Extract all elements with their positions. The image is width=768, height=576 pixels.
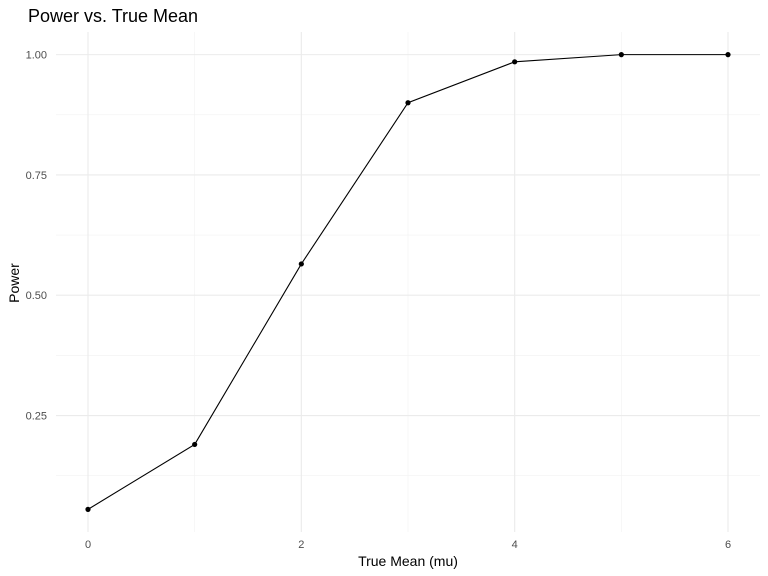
chart-title: Power vs. True Mean [28, 6, 198, 26]
x-axis-ticks: 0 2 4 6 [85, 539, 731, 551]
y-tick-label: 1.00 [26, 50, 47, 62]
data-point [85, 506, 91, 512]
y-axis-ticks: 0.25 0.50 0.75 1.00 [26, 50, 47, 423]
x-tick-label: 2 [298, 539, 304, 551]
grid [56, 32, 760, 532]
x-tick-label: 6 [725, 539, 731, 551]
data-point [298, 261, 304, 267]
data-point [725, 52, 731, 58]
y-tick-label: 0.25 [26, 411, 47, 423]
y-tick-label: 0.75 [26, 170, 47, 182]
y-tick-label: 0.50 [26, 290, 47, 302]
y-axis-title: Power [6, 263, 22, 303]
data-point [192, 441, 198, 448]
series-layer [85, 52, 731, 512]
data-point [618, 52, 624, 58]
x-axis-title: True Mean (mu) [358, 553, 458, 569]
x-tick-label: 0 [85, 539, 91, 551]
x-tick-label: 4 [512, 539, 518, 551]
data-point [512, 59, 518, 65]
data-point [405, 100, 411, 106]
